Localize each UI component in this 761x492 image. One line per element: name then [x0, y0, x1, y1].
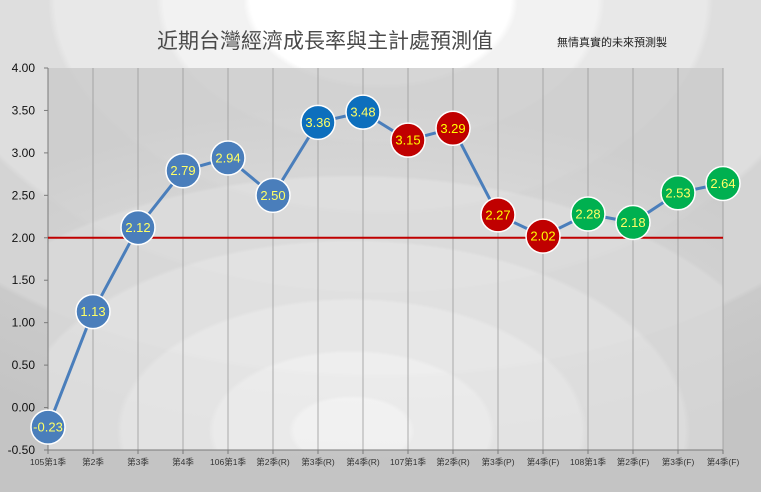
data-label: 2.18 [620, 215, 645, 230]
data-label: 2.02 [530, 229, 555, 244]
data-marker [705, 165, 741, 202]
x-tick-label: 第4季(F) [527, 457, 560, 467]
grid-lines [47, 68, 724, 450]
plot-area [48, 68, 723, 450]
y-tick-label: 2.50 [12, 188, 36, 202]
x-tick-label: 第4季(F) [707, 457, 740, 467]
data-marker [30, 409, 66, 445]
y-tick-label: 0.00 [12, 401, 36, 415]
y-tick-label: -0.50 [8, 443, 36, 457]
x-tick-label: 第2季(R) [256, 457, 290, 467]
y-tick-label: 2.00 [12, 231, 36, 245]
y-tick-label: 1.50 [12, 273, 36, 287]
data-marker [120, 209, 156, 246]
data-marker [165, 152, 201, 189]
data-label: 3.29 [440, 121, 465, 136]
x-tick-label: 第4季 [172, 457, 194, 467]
data-label: 3.36 [305, 115, 330, 130]
x-tick-label: 第4季(R) [346, 457, 380, 467]
y-tick-label: 4.00 [12, 61, 36, 75]
data-label: 2.53 [665, 185, 690, 200]
data-marker [75, 293, 111, 330]
data-marker [480, 197, 516, 233]
x-tick-label: 108第1季 [570, 457, 606, 467]
data-label: 2.12 [125, 220, 150, 235]
x-tick-label: 第3季(F) [662, 457, 695, 467]
data-marker [615, 204, 651, 241]
y-tick-label: 3.50 [12, 103, 36, 117]
data-label: 2.27 [485, 207, 510, 222]
x-tick-label: 第2季(R) [436, 457, 470, 467]
y-axis-tick-labels: 4.00 3.50 3.00 2.50 2.00 1.50 1.00 0.50 0.00 -0.5… [8, 61, 36, 457]
x-axis-tick-labels: 105第1季 第2季 第3季 第4季 106第1季 第2季(R) 第3季(R) 第4季(R) 1… [30, 457, 739, 467]
x-tick-label: 第2季(F) [617, 457, 650, 467]
data-label: 2.94 [215, 150, 240, 165]
data-marker [390, 122, 426, 158]
y-tick-label: 0.50 [12, 358, 36, 372]
data-label: 1.13 [80, 304, 105, 319]
x-tick-label: 第3季(R) [301, 457, 335, 467]
y-tick-label: 1.00 [12, 316, 36, 330]
data-label: 2.28 [575, 207, 600, 222]
x-tick-label: 第3季 [127, 457, 149, 467]
axes [44, 67, 724, 454]
data-marker [345, 94, 381, 130]
data-marker [570, 196, 606, 232]
data-marker [660, 175, 696, 211]
x-tick-label: 106第1季 [210, 457, 246, 467]
data-label: -0.23 [33, 420, 63, 435]
x-tick-label: 第2季 [82, 457, 104, 467]
data-label: 2.50 [260, 188, 285, 203]
x-tick-label: 第3季(P) [481, 457, 514, 467]
y-tick-label: 3.00 [12, 146, 36, 160]
data-marker [435, 110, 471, 147]
data-labels: -0.23 1.13 2.12 2.79 2.94 2.50 3.36 3.48 3.15 3.2… [33, 105, 735, 435]
data-marker [300, 104, 336, 141]
chart-title: 近期台灣經濟成長率與主計處預測值 [157, 29, 493, 53]
series-line-group [46, 110, 724, 428]
series-line [46, 110, 724, 428]
data-marker [255, 177, 291, 214]
x-tick-label: 107第1季 [390, 457, 426, 467]
data-marker [210, 140, 246, 176]
data-markers [30, 94, 741, 445]
data-marker [525, 218, 561, 254]
data-label: 2.79 [170, 163, 195, 178]
data-label: 3.15 [395, 133, 420, 148]
chart-subtitle: 無情真實的未來預測製 [557, 35, 667, 49]
data-label: 2.64 [710, 176, 735, 191]
x-tick-label: 105第1季 [30, 457, 66, 467]
data-label: 3.48 [350, 105, 375, 120]
